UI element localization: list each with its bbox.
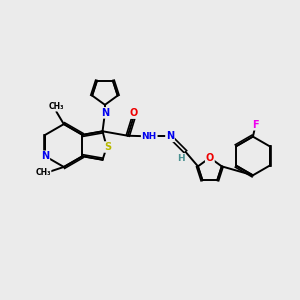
Text: N: N	[101, 108, 109, 118]
Text: N: N	[166, 131, 174, 141]
Text: O: O	[130, 108, 138, 118]
Text: N: N	[41, 151, 49, 161]
Text: S: S	[105, 142, 112, 152]
Text: H: H	[177, 154, 185, 163]
Text: CH₃: CH₃	[35, 168, 51, 177]
Text: NH: NH	[142, 132, 157, 141]
Text: CH₃: CH₃	[49, 102, 64, 111]
Text: F: F	[253, 120, 259, 130]
Text: O: O	[206, 153, 214, 163]
